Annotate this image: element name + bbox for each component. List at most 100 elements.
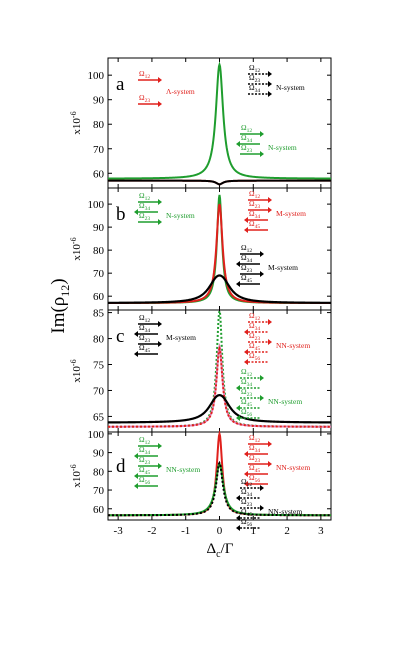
legend-arrowhead [244,227,248,233]
legend-omega: Ω23 [249,331,260,342]
legend-arrowhead [244,451,248,457]
panel-c: 6570758085x10-6cΩ12Ω34Ω23Ω45M-systemΩ12Ω… [69,307,332,433]
legend-arrowhead [236,515,240,521]
legend-omega: Ω56 [241,407,252,418]
panel-letter: c [116,326,124,347]
legend-arrowhead [134,473,138,479]
legend-arrowhead [134,453,138,459]
legend-label: M-system [166,333,196,342]
legend-omega: Ω34 [249,443,260,454]
legend-arrowhead [244,329,248,335]
legend-arrowhead [268,207,272,213]
legend-arrowhead [244,217,248,223]
x-tick-label: -1 [181,525,190,537]
y-tick-label: 60 [93,504,105,516]
legend-arrowhead [260,375,264,381]
legend-omega: Ω23 [249,199,260,210]
legend-omega: Ω56 [249,473,260,484]
y-tick-label: 70 [93,268,105,280]
series-line [108,345,331,428]
x-tick-label: 2 [284,525,290,537]
legend-arrowhead [158,101,162,107]
x-tick-label: 1 [251,525,257,537]
legend-omega: Ω23 [241,143,252,154]
y-tick-label: 75 [93,360,105,372]
y-tick-label: 100 [88,70,105,82]
legend-label: M-system [268,263,298,272]
y-tick-label: 60 [93,291,105,303]
legend-arrowhead [158,199,162,205]
legend-omega: Ω34 [241,377,252,388]
legend-omega: Ω23 [241,263,252,274]
legend-omega: Ω45 [249,463,260,474]
y-unit-label: x10-6 [69,464,83,487]
legend-omega: Ω12 [249,311,260,322]
legend-omega: Ω23 [139,211,150,222]
legend-omega: Ω45 [241,397,252,408]
y-tick-label: 60 [93,168,105,180]
legend-arrowhead [236,495,240,501]
panels: 60708090100x10-6aΩ12Ω23Λ-systemΩ12Ω23Ω34… [69,57,332,537]
legend-arrowhead [236,415,240,421]
y-tick-label: 80 [93,334,105,346]
legend-omega: Ω34 [241,487,252,498]
series-line [108,61,331,180]
y-tick-label: 100 [88,199,105,211]
legend-omega: Ω56 [249,351,260,362]
legend-arrowhead [244,481,248,487]
legend-arrowhead [158,463,162,469]
y-tick-label: 90 [93,222,105,234]
legend-omega: Ω23 [249,453,260,464]
legend-arrowhead [268,197,272,203]
legend-arrowhead [260,395,264,401]
legend-arrowhead [134,351,138,357]
legend-omega: Ω45 [249,341,260,352]
series-line [108,394,331,424]
legend-arrowhead [260,505,264,511]
legend-omega: Ω12 [139,313,150,324]
legend-omega: Ω12 [139,69,150,80]
legend-label: NN-system [268,397,302,406]
legend-omega: Ω45 [241,273,252,284]
legend-label: N-system [268,143,297,152]
legend-omega: Ω34 [241,133,252,144]
legend-left: Ω12 Ω23 Λ-system [138,69,195,107]
legend-label: M-system [276,209,306,218]
legend-arrowhead [134,483,138,489]
legend-arrowhead [260,251,264,257]
legend-arrowhead [158,321,162,327]
legend-omega: Ω12 [241,243,252,254]
legend-arrowhead [236,281,240,287]
legend-arrowhead [268,319,272,325]
y-unit-label: x10-6 [69,111,83,134]
y-tick-label: 80 [93,119,105,131]
legend-arrowhead [236,141,240,147]
legend-arrowhead [268,91,272,97]
legend-omega: Ω45 [241,507,252,518]
legend-omega: Ω12 [139,191,150,202]
legend-omega: Ω23 [139,93,150,104]
legend-arrowhead [244,471,248,477]
legend-omega: Ω12 [241,123,252,134]
legend-arrowhead [268,441,272,447]
series-line [108,179,331,186]
legend-arrowhead [244,349,248,355]
legend-omega: Ω34 [139,201,150,212]
legend-arrowhead [236,405,240,411]
x-tick-label: -3 [114,525,124,537]
y-tick-label: 100 [88,429,105,441]
legend-omega: Ω23 [139,333,150,344]
y-tick-label: 65 [93,411,105,423]
y-tick-label: 80 [93,466,105,478]
legend-omega: Ω45 [139,465,150,476]
legend-arrowhead [260,151,264,157]
legend-omega: Ω23 [241,497,252,508]
